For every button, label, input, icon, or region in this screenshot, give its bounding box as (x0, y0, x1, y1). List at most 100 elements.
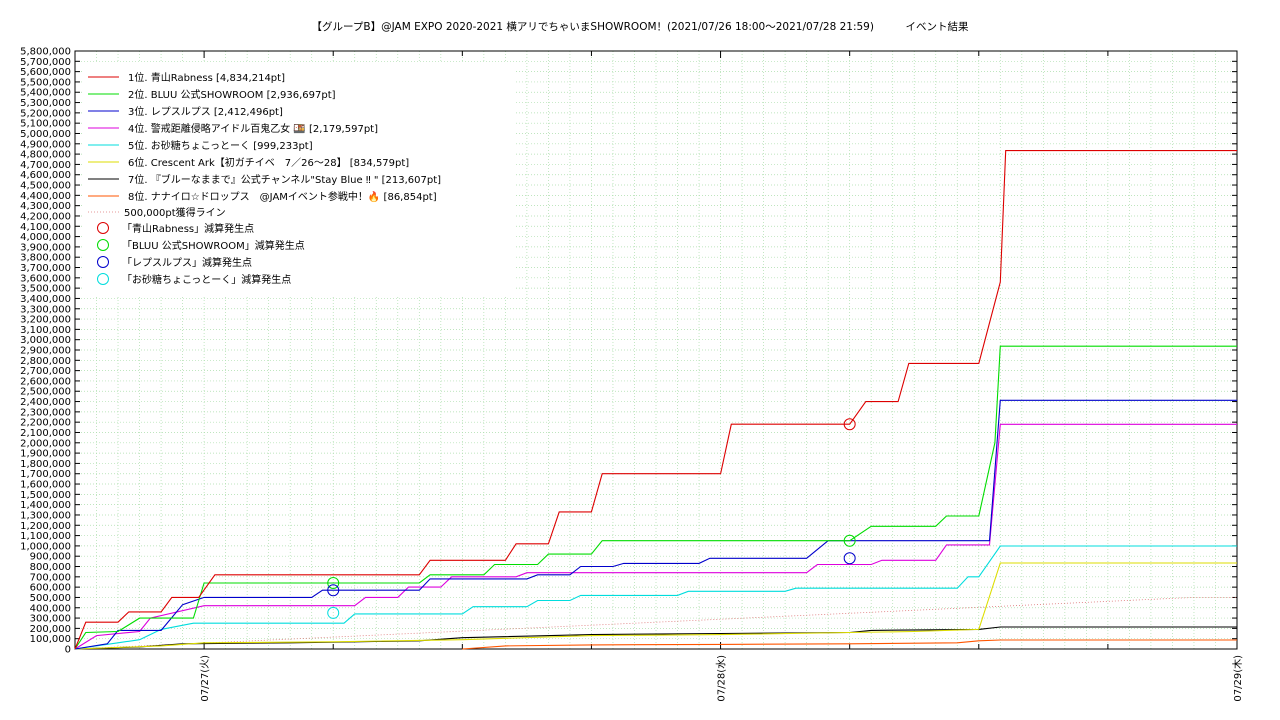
y-tick-label: 200,000 (30, 624, 71, 635)
legend-marker-swatch (97, 239, 109, 251)
y-tick-label: 300,000 (30, 614, 71, 625)
y-tick-label: 4,000,000 (20, 232, 71, 243)
y-tick-label: 900,000 (30, 552, 71, 563)
y-tick-label: 4,800,000 (20, 150, 71, 161)
legend-entry: 「青山Rabness」減算発生点 (122, 222, 254, 235)
deduction-marker-2 (843, 534, 856, 547)
y-tick-label: 700,000 (30, 572, 71, 583)
y-tick-label: 5,200,000 (20, 108, 71, 119)
y-tick-label: 1,500,000 (20, 490, 71, 501)
y-tick-label: 3,600,000 (20, 273, 71, 284)
axes: 0100,000200,000300,000400,000500,000600,… (20, 47, 1244, 702)
reference-line-layer (74, 597, 1237, 650)
reference-line-500000 (74, 597, 1237, 650)
deduction-marker-3 (327, 584, 340, 597)
y-tick-label: 4,900,000 (20, 139, 71, 150)
y-tick-label: 1,000,000 (20, 541, 71, 552)
y-tick-label: 3,500,000 (20, 284, 71, 295)
y-tick-label: 4,500,000 (20, 181, 71, 192)
legend-entry: 1位. 青山Rabness [4,834,214pt] (128, 71, 285, 84)
legend-entry: 8位. ナナイロ☆ドロップス @JAMイベント参戦中！🔥 [86,854pt] (128, 190, 437, 203)
x-tick-label: 07/27(火) (199, 655, 211, 702)
y-tick-label: 3,400,000 (20, 294, 71, 305)
y-tick-label: 2,800,000 (20, 356, 71, 367)
x-tick-label: 07/28(水) (716, 655, 728, 702)
y-tick-label: 4,200,000 (20, 211, 71, 222)
y-tick-label: 5,000,000 (20, 129, 71, 140)
legend-entry: 5位. お砂糖ちょこっとーく [999,233pt] (128, 139, 313, 152)
y-tick-label: 2,500,000 (20, 387, 71, 398)
legend-entry: 7位. 『ブルーなままで』公式チャンネル"Stay Blue ‼ " [213,… (128, 173, 441, 186)
y-tick-label: 1,200,000 (20, 521, 71, 532)
y-tick-label: 3,300,000 (20, 304, 71, 315)
y-tick-label: 2,700,000 (20, 366, 71, 377)
y-tick-label: 4,400,000 (20, 191, 71, 202)
y-tick-label: 5,300,000 (20, 98, 71, 109)
legend-entry: 「BLUU 公式SHOWROOM」減算発生点 (122, 239, 305, 252)
y-tick-label: 5,100,000 (20, 119, 71, 130)
y-tick-label: 500,000 (30, 593, 71, 604)
legend-marker-swatch (97, 222, 109, 234)
y-tick-label: 1,800,000 (20, 459, 71, 470)
legend-entry: 2位. BLUU 公式SHOWROOM [2,936,697pt] (128, 88, 336, 101)
deduction-marker-2 (327, 577, 340, 590)
x-tick-label: 07/29(木) (1232, 655, 1244, 702)
legend-entry: 500,000pt獲得ライン (124, 206, 226, 219)
y-tick-label: 2,200,000 (20, 418, 71, 429)
y-tick-label: 2,100,000 (20, 428, 71, 439)
y-tick-label: 4,600,000 (20, 170, 71, 181)
y-tick-label: 1,900,000 (20, 449, 71, 460)
y-tick-label: 4,700,000 (20, 160, 71, 171)
y-tick-label: 0 (65, 645, 71, 656)
y-tick-label: 100,000 (30, 634, 71, 645)
y-tick-label: 4,100,000 (20, 222, 71, 233)
y-tick-label: 3,900,000 (20, 242, 71, 253)
series-line-2 (74, 345, 1237, 650)
y-tick-label: 3,200,000 (20, 315, 71, 326)
series-layer (74, 150, 1237, 650)
y-tick-label: 5,600,000 (20, 67, 71, 78)
series-line-1 (74, 150, 1237, 650)
y-tick-label: 3,000,000 (20, 335, 71, 346)
y-tick-label: 3,700,000 (20, 263, 71, 274)
deduction-marker-1 (843, 418, 856, 431)
y-tick-label: 600,000 (30, 583, 71, 594)
series-line-6 (74, 562, 1237, 650)
deduction-marker-4 (327, 606, 340, 619)
legend-marker-swatch (97, 273, 109, 285)
y-tick-label: 2,600,000 (20, 376, 71, 387)
legend-entry: 6位. Crescent Ark【初ガチイベ 7／26～28】 [834,579… (128, 156, 409, 169)
marker-layer (327, 418, 856, 619)
y-tick-label: 5,700,000 (20, 57, 71, 68)
y-tick-label: 2,400,000 (20, 397, 71, 408)
legend-entry: 3位. レプスルプス [2,412,496pt] (128, 105, 283, 118)
plot-border (74, 50, 1238, 650)
y-tick-label: 1,700,000 (20, 469, 71, 480)
y-tick-label: 2,300,000 (20, 407, 71, 418)
series-line-3 (74, 399, 1237, 650)
legend-box (82, 62, 514, 295)
y-tick-label: 1,100,000 (20, 531, 71, 542)
legend-entry: 「お砂糖ちょこっとーく」減算発生点 (122, 273, 291, 286)
y-tick-label: 1,600,000 (20, 480, 71, 491)
legend-marker-swatch (97, 256, 109, 268)
series-line-8 (462, 639, 1237, 650)
y-tick-label: 1,300,000 (20, 510, 71, 521)
y-tick-label: 3,800,000 (20, 253, 71, 264)
y-tick-label: 4,300,000 (20, 201, 71, 212)
y-tick-label: 3,100,000 (20, 325, 71, 336)
deduction-marker-3 (843, 552, 856, 565)
y-tick-label: 400,000 (30, 603, 71, 614)
y-tick-label: 5,400,000 (20, 88, 71, 99)
legend-entry: 4位. 警戒距離侵略アイドル百鬼乙女 🍱 [2,179,597pt] (128, 122, 378, 135)
y-tick-label: 5,500,000 (20, 77, 71, 88)
y-tick-label: 2,900,000 (20, 346, 71, 357)
y-tick-label: 2,000,000 (20, 438, 71, 449)
legend-entry: 「レプスルプス」減算発生点 (122, 256, 252, 269)
chart-title: 【グループB】@JAM EXPO 2020-2021 横アリでちゃいまSHOWR… (311, 21, 969, 33)
y-tick-label: 800,000 (30, 562, 71, 573)
series-line-5 (74, 545, 1237, 650)
y-tick-label: 5,800,000 (20, 47, 71, 58)
y-tick-label: 1,400,000 (20, 500, 71, 511)
